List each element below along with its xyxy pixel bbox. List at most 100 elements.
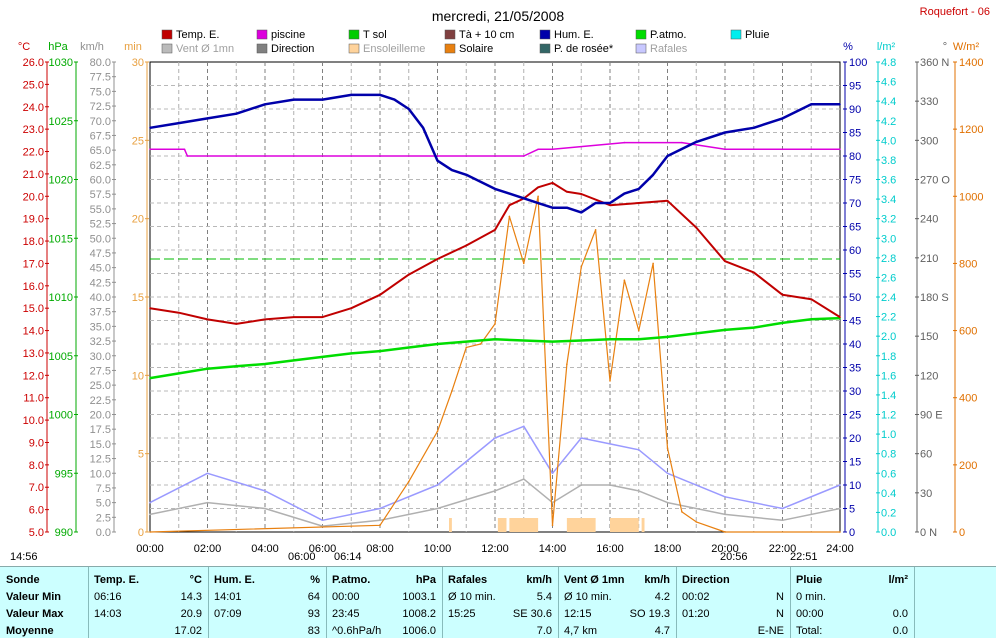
temp-tick-label: 20.0 [23,191,44,203]
temp-axis-unit: °C [18,41,30,53]
x-tick-label: 10:00 [424,543,452,555]
series-point [724,531,726,533]
series-point [479,343,482,345]
rain-tick-label: 3.2 [881,214,896,226]
stats-cell: 0.0 [892,625,908,637]
solar-tick-label: 0 [959,527,965,539]
rain-tick-label: 1.6 [881,370,896,382]
series-point [494,338,496,341]
rain-tick-label: 2.6 [881,272,896,284]
wind-tick-label: 15.0 [90,439,111,451]
series-point [292,98,295,101]
series-point [637,329,640,332]
sun-bar [497,518,507,532]
series-point [177,372,180,375]
hum-tick-label: 5 [849,504,855,516]
series-point [522,197,525,200]
x-tick-label: 14:00 [539,543,567,555]
x-tick-label: 16:00 [596,543,624,555]
stats-cell: 5.4 [536,591,552,603]
wind-tick-label: 42.5 [90,277,111,289]
series-point [149,531,151,533]
stats-cell: 00:02 [682,591,710,603]
solar-tick-label: 1400 [959,57,983,69]
wind-tick-label: 25.0 [90,380,111,392]
temp-tick-label: 25.0 [23,79,44,91]
stats-cell: 15:25 [448,608,476,620]
stats-cell: Valeur Max [6,608,64,620]
hum-tick-label: 0 [849,527,855,539]
series-point [637,188,640,190]
stats-cell: 1008.2 [402,608,436,620]
stats-cell: N [776,591,784,603]
series-point [264,507,266,510]
temp-tick-label: 17.0 [23,258,44,270]
stats-column [88,567,209,638]
dir-tick-label: 90 E [920,410,943,422]
series-point [522,262,525,265]
legend-label: Direction [271,43,314,55]
rain-tick-label: 4.6 [881,77,896,89]
press-tick-label: 1010 [49,292,73,304]
series-point [379,94,381,96]
temp-tick-label: 22.0 [23,147,44,159]
series-point [551,524,554,527]
temp-tick-label: 15.0 [23,303,44,315]
series-point [781,117,784,120]
wind-tick-label: 67.5 [90,130,111,142]
sun-bar [566,518,596,532]
stats-cell: SO 19.3 [629,608,670,620]
wind-tick-label: 37.5 [90,307,111,319]
series-point [508,215,511,218]
temp-tick-label: 24.0 [23,102,44,114]
temp-tick-label: 19.0 [23,214,44,226]
series-point [724,148,726,151]
series-point [149,127,151,129]
series-point [695,332,698,335]
legend-swatch [635,43,647,54]
series-point [149,513,151,516]
press-axis-unit: hPa [48,41,68,53]
series-point [637,141,640,144]
weather-chart: mercredi, 21/05/2008 Roquefort - 06 Temp… [18,6,990,555]
series-point [206,501,209,504]
hum-tick-label: 65 [849,222,861,234]
legend-swatch [539,43,551,54]
series-point [609,204,611,207]
series-point [839,316,841,318]
series-point [407,273,410,276]
series-point [695,226,698,229]
series-point [235,323,238,325]
hum-tick-label: 70 [849,198,861,210]
series-point [652,262,654,265]
wind-tick-label: 7.5 [96,483,111,495]
series-point [494,437,496,439]
stats-column [790,567,915,638]
hum-axis-unit: % [843,41,853,53]
axes: °C 26.0 25.0 24.0 23.0 22.0 21.0 20.0 19.0 18.0 17… [18,41,984,555]
sun-bar [610,518,639,532]
rain-tick-label: 0.4 [881,488,896,500]
series-point [407,108,410,110]
stats-cell: Temp. E. [94,574,140,586]
legend-label: Hum. E. [554,29,594,41]
series-point [666,155,669,157]
temp-tick-label: 8.0 [29,460,44,472]
bottom-time-label: 22:51 [790,551,818,563]
bottom-time-label: 06:00 [288,551,316,563]
series-point [436,484,439,486]
series-point [623,141,626,144]
dir-tick-label: 300 [920,135,938,147]
wind-tick-label: 17.5 [90,424,111,436]
temp-tick-label: 6.0 [29,505,44,517]
legend-swatch [348,43,360,54]
series-point [752,271,755,274]
series-lines [149,93,841,533]
series-point [522,339,525,342]
rain-tick-label: 4.4 [881,96,896,108]
series-point [781,519,784,522]
temp-tick-label: 21.0 [23,169,44,181]
series-point [465,340,468,343]
series-line-piscine [150,141,840,157]
hum-tick-label: 85 [849,128,861,140]
